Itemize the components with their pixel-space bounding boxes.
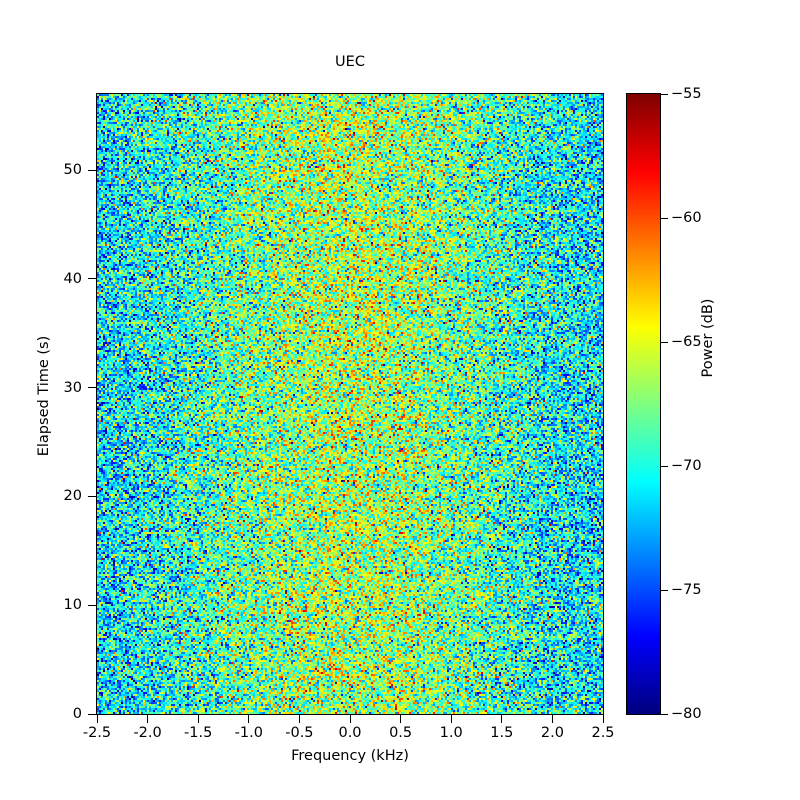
y-axis-tick <box>88 387 96 389</box>
y-axis-tick-label: 0 <box>72 706 82 722</box>
colorbar-label: Power (dB) <box>700 298 716 378</box>
colorbar <box>626 93 661 715</box>
spectrogram-axes <box>96 93 604 715</box>
x-axis-tick <box>501 715 503 723</box>
colorbar-tick <box>661 341 668 343</box>
colorbar-tick-label: −55 <box>671 86 702 102</box>
colorbar-tick-label: −75 <box>671 582 702 598</box>
y-axis-tick-label: 40 <box>63 270 82 287</box>
colorbar-tick <box>661 713 668 715</box>
y-axis-tick-label: 30 <box>63 379 82 396</box>
y-axis-tick <box>88 278 96 280</box>
x-axis-label: Frequency (kHz) <box>291 748 409 764</box>
colorbar-tick-label: −70 <box>671 458 702 474</box>
x-axis-tick-label: -1.0 <box>234 725 263 741</box>
y-axis-tick <box>88 604 96 606</box>
colorbar-tick-label: −80 <box>671 706 702 722</box>
x-axis-tick <box>400 715 402 723</box>
spectrogram-heatmap <box>97 94 603 714</box>
x-axis-tick <box>349 715 351 723</box>
y-axis-tick-label: 10 <box>63 597 82 614</box>
x-axis-tick-label: -0.5 <box>285 725 314 741</box>
x-axis-tick-label: 1.0 <box>439 725 463 741</box>
x-axis-tick-label: -1.5 <box>184 725 213 741</box>
title-line-station: UEC <box>335 54 365 70</box>
x-axis-tick <box>96 715 98 723</box>
x-axis-tick-label: 0.0 <box>338 725 362 741</box>
colorbar-tick <box>661 217 668 219</box>
x-axis-tick <box>147 715 149 723</box>
y-axis-tick-label: 20 <box>63 488 82 505</box>
colorbar-tick <box>661 465 668 467</box>
x-axis-tick-label: 1.5 <box>490 725 514 741</box>
x-axis-tick <box>197 715 199 723</box>
x-axis-tick-label: 2.5 <box>591 725 615 741</box>
x-axis-tick <box>298 715 300 723</box>
y-axis-label: Elapsed Time (s) <box>36 335 52 457</box>
x-axis-tick-label: -2.0 <box>133 725 162 741</box>
y-axis-tick <box>88 169 96 171</box>
colorbar-tick <box>661 589 668 591</box>
x-axis-tick-label: 2.0 <box>540 725 564 741</box>
x-axis-tick-label: -2.5 <box>82 725 112 741</box>
x-axis-tick <box>450 715 452 723</box>
y-axis-tick-label: 50 <box>63 162 82 179</box>
x-axis-tick <box>551 715 553 723</box>
colorbar-gradient <box>627 94 660 714</box>
y-axis-tick <box>88 713 96 715</box>
colorbar-tick <box>661 93 668 95</box>
colorbar-tick-label: −60 <box>671 210 702 226</box>
x-axis-tick <box>602 715 604 723</box>
x-axis-tick <box>248 715 250 723</box>
x-axis-tick-label: 0.5 <box>389 725 413 741</box>
y-axis-tick <box>88 495 96 497</box>
colorbar-tick-label: −65 <box>671 334 702 350</box>
